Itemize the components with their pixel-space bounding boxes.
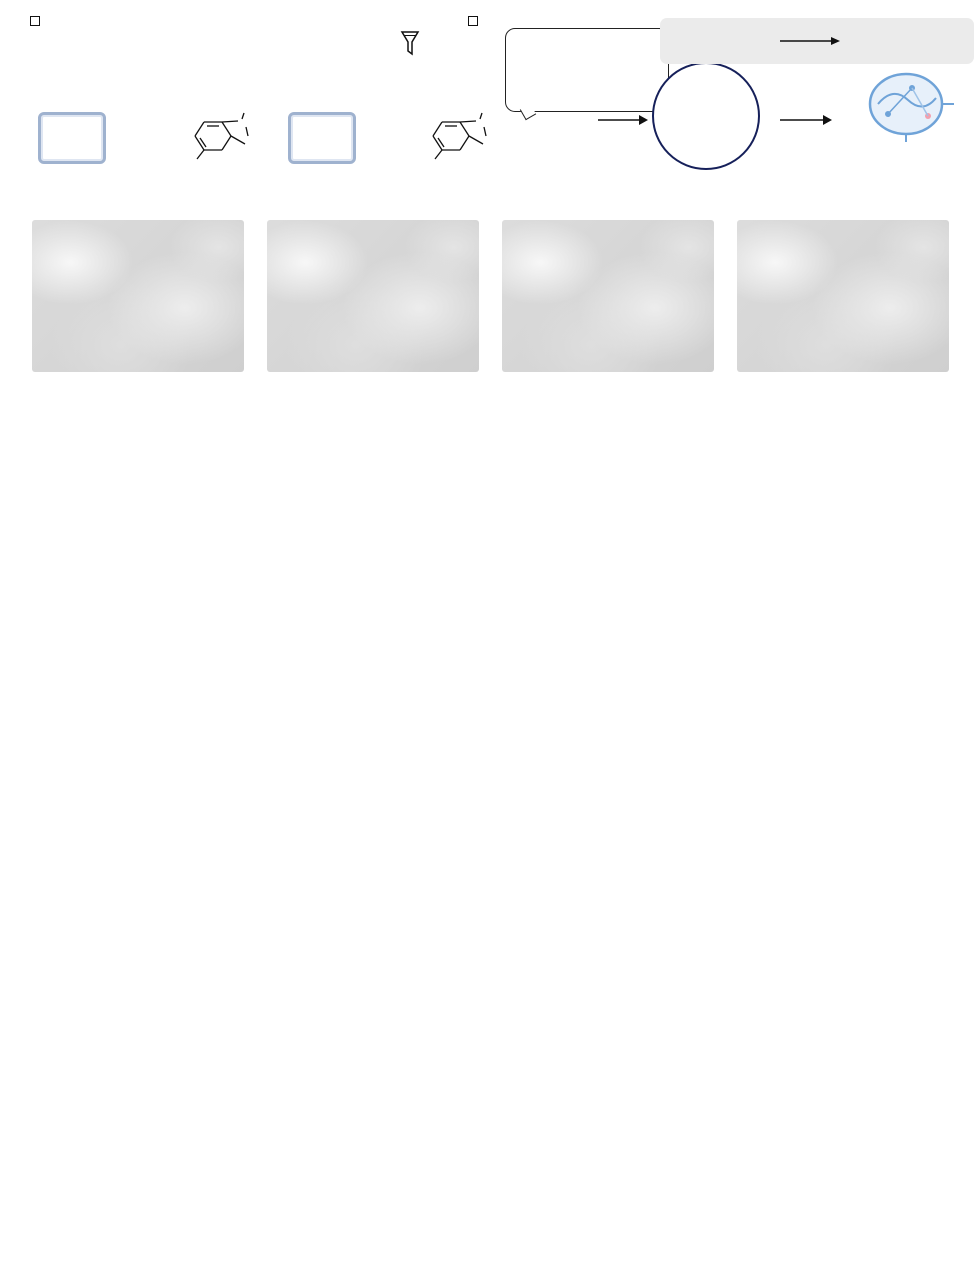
ligand-sticks [737, 220, 949, 372]
pocket-image-fgfr1 [267, 220, 479, 372]
boxplot-egfr [26, 396, 211, 604]
molecule-structure-ours [432, 112, 487, 160]
molecule-swarm [476, 106, 601, 178]
ligand-sticks [267, 220, 479, 372]
random-group-grid [450, 822, 978, 1030]
pocket-image-src [502, 220, 714, 372]
pocket-image-egfr [32, 220, 244, 372]
scatter-vegfr2 [226, 1032, 422, 1244]
evo-space-circle [652, 62, 760, 170]
boxplot-src [26, 608, 211, 816]
scatter-fgfr1 [226, 818, 422, 1030]
ours-header [468, 12, 483, 27]
speech-bubble [505, 28, 669, 112]
checkbox-icon [468, 15, 478, 26]
boxplot-vegfr2 [215, 608, 400, 816]
gen-ai-box-previous [38, 112, 106, 164]
admet-success-bars [412, 396, 975, 808]
invivo-arrow-icon [780, 37, 840, 45]
gen-ai-box-ours [288, 112, 356, 164]
spacegfn-brain-icon [868, 72, 954, 142]
molecule-structure-previous [194, 112, 249, 160]
previous-header [30, 12, 45, 27]
tpsa-density [716, 1046, 976, 1252]
scatter-egfr [26, 818, 222, 1030]
ligand-sticks [32, 220, 244, 372]
scatter-src [26, 1032, 222, 1244]
design-arrow-icon [598, 115, 648, 125]
checkbox-icon [30, 15, 40, 26]
funnel-icon [400, 31, 420, 56]
logp-density [450, 1046, 702, 1252]
boxplot-fgfr1 [215, 396, 400, 604]
evo-space-speckles [654, 64, 758, 168]
ligand-sticks [502, 220, 714, 372]
invivo-box [660, 18, 974, 64]
pocket-image-vegfr2 [737, 220, 949, 372]
search-arrow-icon [780, 115, 832, 125]
